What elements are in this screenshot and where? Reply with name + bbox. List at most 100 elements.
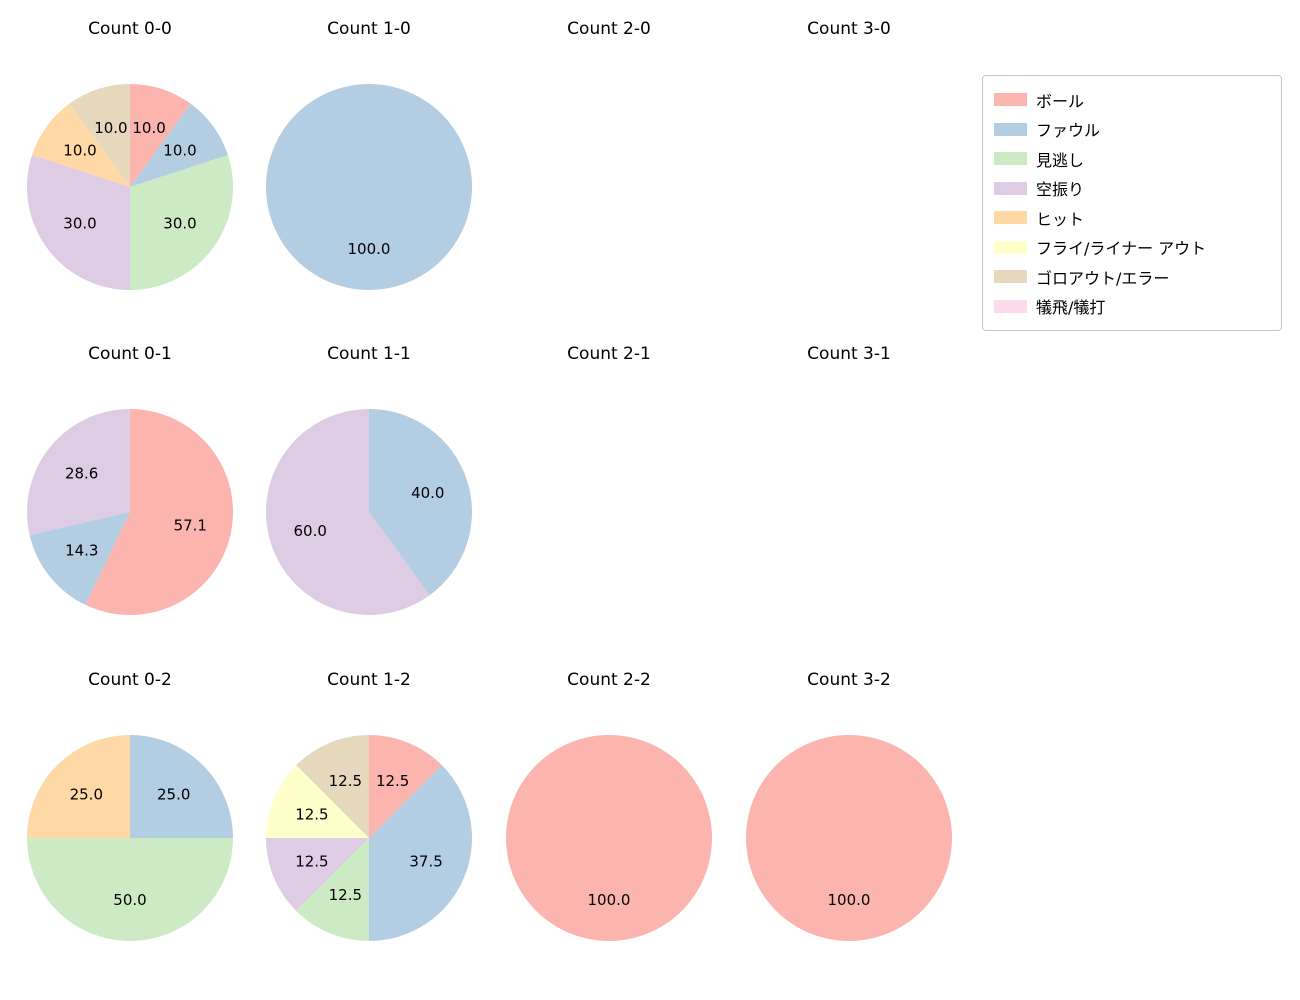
pie-count-1-2: 12.537.512.512.512.512.5 xyxy=(266,735,472,941)
chart-count-2-0: Count 2-0 xyxy=(489,19,729,311)
chart-title-count-1-0: Count 1-0 xyxy=(327,19,411,39)
pie-slice xyxy=(746,735,952,941)
legend-swatch-icon xyxy=(994,93,1027,107)
legend-label: ヒット xyxy=(1036,209,1085,229)
chart-title-count-0-2: Count 0-2 xyxy=(88,670,172,690)
pie-slice-label: 40.0 xyxy=(411,484,444,502)
pie-slice xyxy=(130,155,234,290)
chart-count-3-2: Count 3-2 100.0 xyxy=(729,670,969,962)
pie-count-3-2: 100.0 xyxy=(746,735,952,941)
legend-item: 空振り xyxy=(994,174,1270,204)
legend-item: ボール xyxy=(994,85,1270,115)
pie-slice-label: 60.0 xyxy=(294,522,327,540)
pie-slice-label: 37.5 xyxy=(409,853,442,871)
legend-swatch-icon xyxy=(994,270,1027,284)
pie-slice xyxy=(27,735,130,838)
legend-label: フライ/ライナー アウト xyxy=(1036,239,1207,259)
chart-count-0-2: Count 0-2 25.0 50.0 25.0 xyxy=(10,670,250,962)
chart-count-0-1: Count 0-1 57.1 14.3 28.6 xyxy=(10,344,250,636)
chart-count-2-2: Count 2-2 100.0 xyxy=(489,670,729,962)
pie-count-2-1 xyxy=(499,402,719,622)
legend-label: ボール xyxy=(1036,91,1085,111)
chart-title-count-1-1: Count 1-1 xyxy=(327,344,411,364)
legend-swatch-icon xyxy=(994,181,1027,195)
pie-slice-label: 10.0 xyxy=(163,142,196,160)
pie-slice xyxy=(32,103,130,187)
chart-count-3-1: Count 3-1 xyxy=(729,344,969,636)
pie-slice xyxy=(69,84,130,187)
chart-title-count-1-2: Count 1-2 xyxy=(327,670,411,690)
legend-label: 見逃し xyxy=(1036,150,1085,170)
pie-slice-label: 25.0 xyxy=(157,785,190,803)
chart-title-count-3-1: Count 3-1 xyxy=(807,344,891,364)
pie-slice-label: 100.0 xyxy=(348,240,391,258)
legend-item: ゴロアウト/エラー xyxy=(994,262,1270,292)
pie-slice-label: 10.0 xyxy=(94,119,127,137)
pie-slice xyxy=(130,103,228,187)
pie-slice-label: 28.6 xyxy=(65,465,98,483)
pie-slice xyxy=(26,155,130,290)
pie-slice xyxy=(296,838,369,941)
legend: ボールファウル見逃し空振りヒットフライ/ライナー アウト ゴロアウト/エラー 犠飛/… xyxy=(982,75,1282,331)
chart-title-count-0-1: Count 0-1 xyxy=(88,344,172,364)
pie-count-0-2: 25.0 50.0 25.0 xyxy=(27,735,233,941)
pie-slice xyxy=(296,735,369,838)
legend-swatch-icon xyxy=(994,152,1027,166)
chart-title-count-3-0: Count 3-0 xyxy=(807,19,891,39)
legend-swatch-icon xyxy=(994,240,1027,254)
legend-item: ファウル xyxy=(994,115,1270,145)
chart-count-1-0: Count 1-0 100.0 xyxy=(249,19,489,311)
pie-slice xyxy=(369,765,472,941)
pie-count-1-0: 100.0 xyxy=(266,84,472,290)
pie-slice xyxy=(266,765,369,838)
pie-slice-label: 100.0 xyxy=(588,891,631,909)
legend-label: 犠飛/犠打 xyxy=(1036,298,1106,318)
chart-count-2-1: Count 2-1 xyxy=(489,344,729,636)
pie-count-0-0: 10.0 10.0 30.0 30.0 10.0 10.0 xyxy=(26,84,234,290)
chart-count-0-0: Count 0-0 10.0 10.0 30.0 30.0 10.0 10.0 xyxy=(10,19,250,311)
pie-slice-label: 30.0 xyxy=(63,214,96,232)
pie-slice xyxy=(369,409,472,596)
pie-slice xyxy=(266,84,472,290)
pie-slice-label: 12.5 xyxy=(376,772,409,790)
legend-label: 空振り xyxy=(1036,180,1085,200)
pie-count-2-0 xyxy=(499,77,719,297)
legend-swatch-icon xyxy=(994,122,1027,136)
pie-slice-label: 10.0 xyxy=(63,142,96,160)
pie-slice-label: 14.3 xyxy=(65,542,98,560)
pie-slice xyxy=(29,512,131,605)
pie-slice-label: 12.5 xyxy=(295,805,328,823)
legend-swatch-icon xyxy=(994,299,1027,313)
pie-slice xyxy=(27,838,233,941)
pie-count-1-1: 40.0 60.0 xyxy=(265,409,472,615)
pie-slice-label: 50.0 xyxy=(113,891,146,909)
pie-slice-label: 12.5 xyxy=(329,772,362,790)
legend-swatch-icon xyxy=(994,211,1027,225)
pie-slice-label: 12.5 xyxy=(295,853,328,871)
pie-slice xyxy=(85,409,233,615)
pie-slice xyxy=(265,409,430,615)
pie-slice-label: 12.5 xyxy=(329,886,362,904)
chart-title-count-2-2: Count 2-2 xyxy=(567,670,651,690)
legend-label: ゴロアウト/エラー xyxy=(1036,268,1170,288)
pie-slice-label: 57.1 xyxy=(174,517,207,535)
pie-slice-label: 30.0 xyxy=(163,214,196,232)
pie-count-0-1: 57.1 14.3 28.6 xyxy=(26,409,233,615)
legend-label: ファウル xyxy=(1036,121,1101,141)
pie-slice xyxy=(130,84,191,187)
chart-count-1-1: Count 1-1 40.0 60.0 xyxy=(249,344,489,636)
legend-item: ヒット xyxy=(994,203,1270,233)
legend-item: フライ/ライナー アウト xyxy=(994,233,1270,263)
pie-slice xyxy=(369,735,442,838)
pie-slice xyxy=(266,838,369,911)
legend-item: 犠飛/犠打 xyxy=(994,292,1270,322)
chart-title-count-2-0: Count 2-0 xyxy=(567,19,651,39)
pie-count-2-2: 100.0 xyxy=(506,735,712,941)
chart-count-1-2: Count 1-2 12.5 37.5 12.5 12.5 12.5 12.5 xyxy=(249,670,489,962)
pie-slice-label: 10.0 xyxy=(132,119,165,137)
pie-slice-label: 25.0 xyxy=(70,785,103,803)
pie-slice xyxy=(506,735,712,941)
chart-count-3-0: Count 3-0 xyxy=(729,19,969,311)
pie-count-3-1 xyxy=(739,402,959,622)
